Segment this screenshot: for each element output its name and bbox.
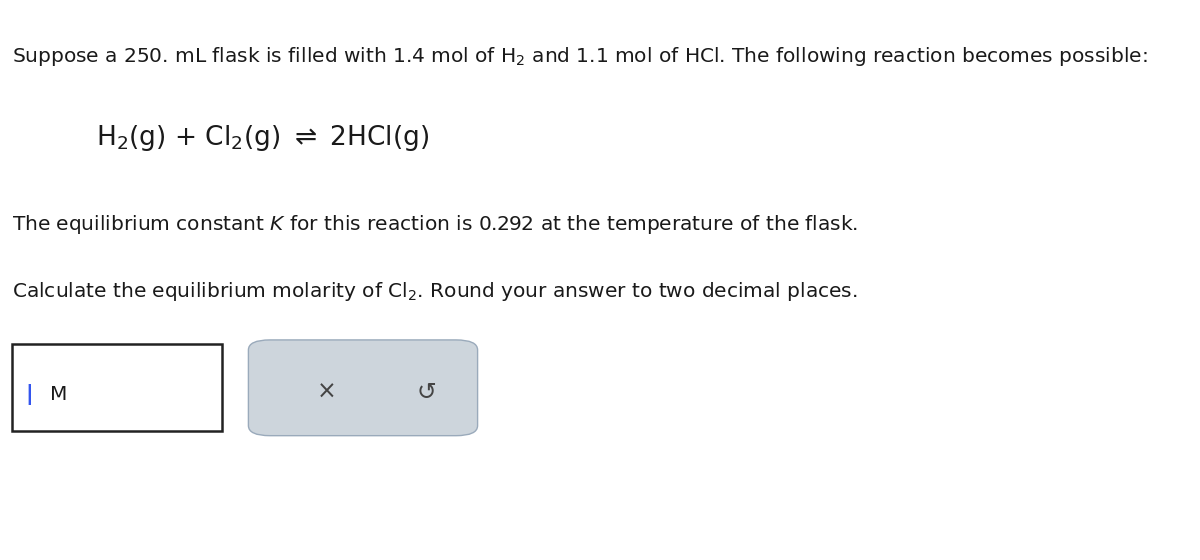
Text: |: |: [25, 384, 32, 405]
Text: Suppose a 250. mL flask is filled with 1.4 mol of H$_2$ and 1.1 mol of HCl. The : Suppose a 250. mL flask is filled with 1…: [12, 45, 1147, 68]
Text: The equilibrium constant $\mathit{K}$ for this reaction is 0.292 at the temperat: The equilibrium constant $\mathit{K}$ fo…: [12, 213, 858, 236]
Text: M: M: [50, 385, 67, 404]
Text: Calculate the equilibrium molarity of Cl$_2$. Round your answer to two decimal p: Calculate the equilibrium molarity of Cl…: [12, 280, 858, 303]
Text: H$_2$(g) + Cl$_2$(g) $\rightleftharpoons$ 2HCl(g): H$_2$(g) + Cl$_2$(g) $\rightleftharpoons…: [96, 123, 430, 153]
Text: ×: ×: [317, 380, 336, 404]
Text: ↺: ↺: [416, 380, 436, 404]
